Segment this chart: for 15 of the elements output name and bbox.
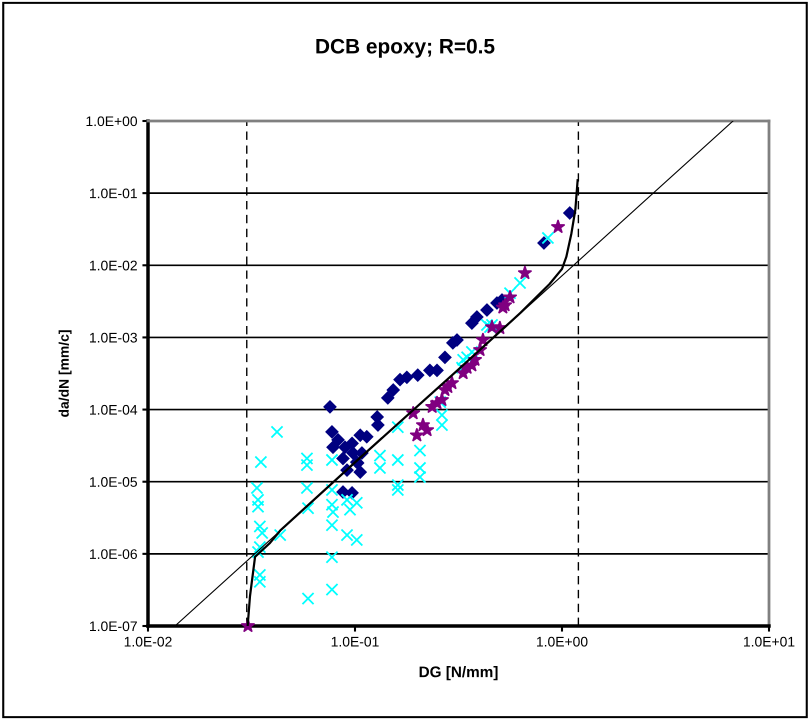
- y-axis-title: da/dN [mm/c]: [58, 330, 72, 417]
- x-tick-label: 1.0E+00: [536, 636, 588, 647]
- y-tick-label: 1.0E-07: [90, 621, 137, 632]
- x-tick-label: 1.0E-02: [124, 636, 172, 647]
- y-tick-label: 1.0E-03: [90, 332, 137, 343]
- chart-title: DCB epoxy; R=0.5: [316, 38, 494, 58]
- y-tick-label: 1.0E-05: [90, 477, 138, 487]
- y-tick-label: 1.0E+00: [86, 116, 138, 126]
- y-tick-label: 1.0E-04: [90, 404, 138, 415]
- y-tick-label: 1.0E-06: [90, 549, 137, 560]
- x-tick-label: 1.0E+01: [744, 636, 794, 647]
- x-tick-label: 1.0E-01: [332, 636, 379, 647]
- y-tick-label: 1.0E-02: [90, 260, 137, 270]
- y-tick-label: 1.0E-01: [90, 188, 137, 198]
- x-axis-title: DG [N/mm]: [420, 666, 498, 680]
